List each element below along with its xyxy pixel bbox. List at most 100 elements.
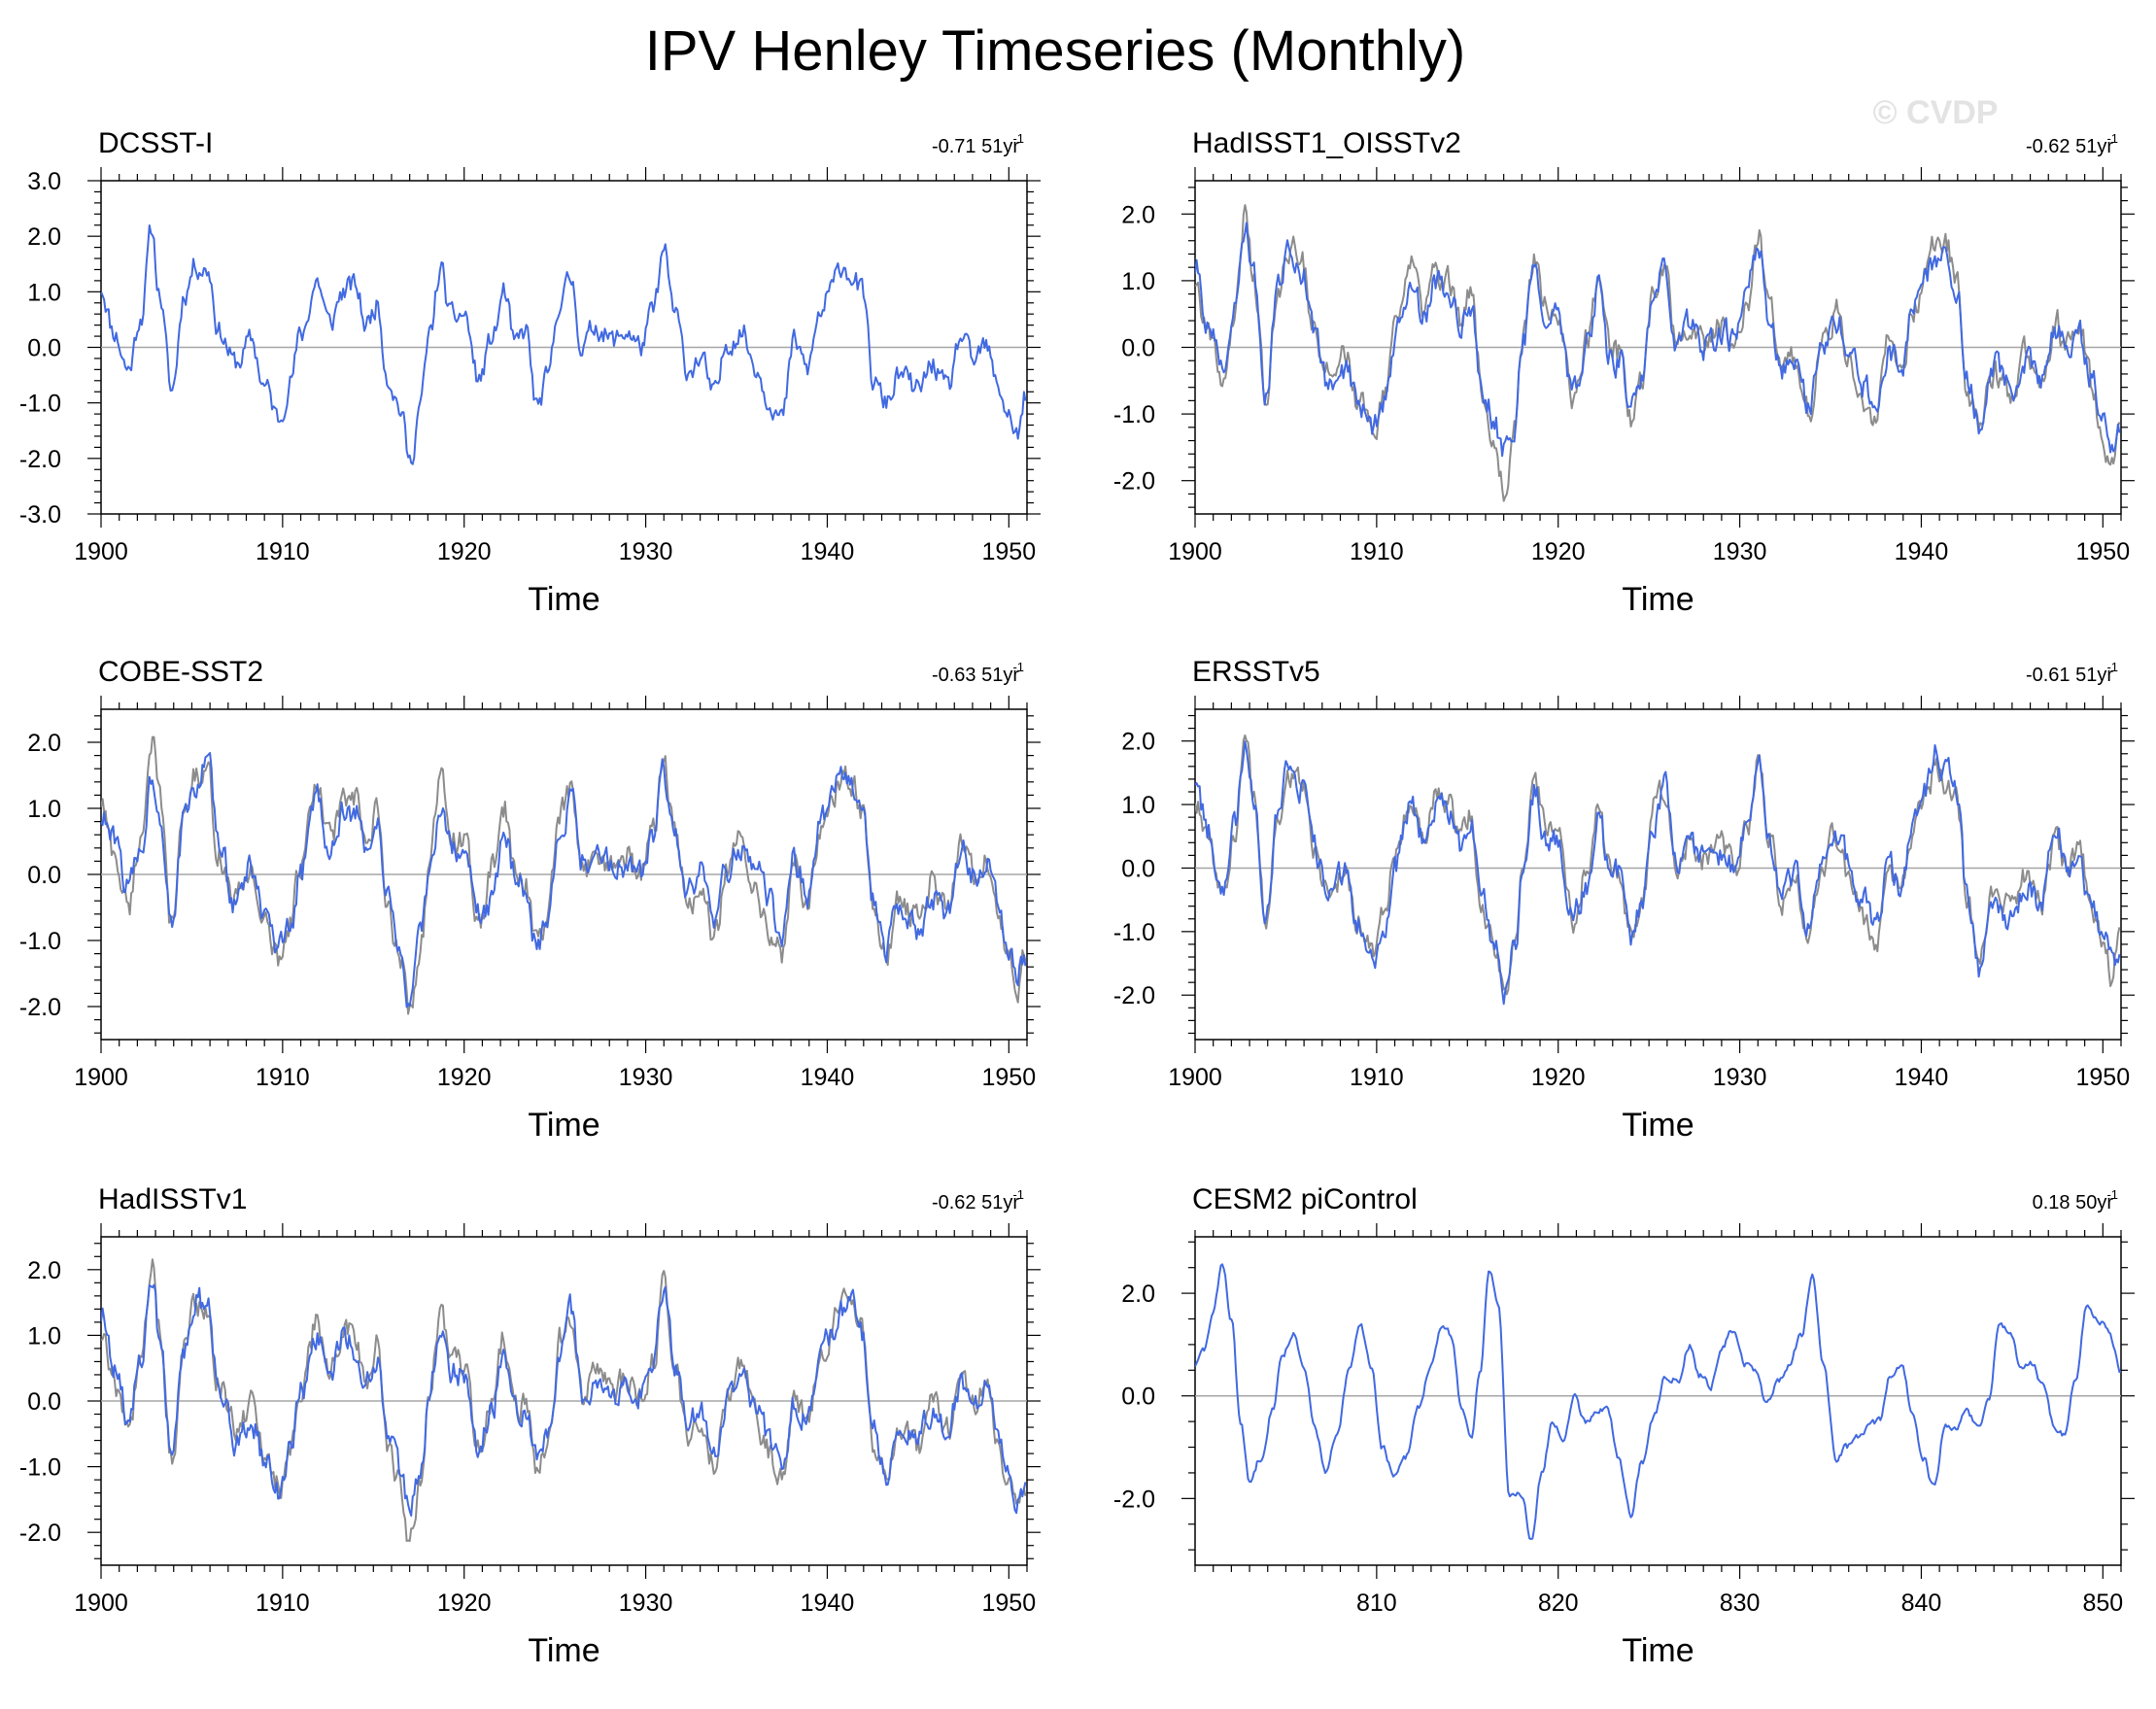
x-tick-label: 1950 [2076,1064,2131,1091]
series-line [101,1283,1027,1517]
x-tick-label: 1920 [437,538,492,565]
x-axis: 1900 1910 1920 1930 1940 1950 [1168,696,2130,1091]
trend-exponent: -1 [2106,1187,2118,1202]
panel-title: ERSSTv5 [1192,656,1320,688]
x-tick-label: 850 [2082,1589,2123,1617]
trend-exponent: -1 [1012,1187,1024,1202]
reference-series-line [101,1258,1027,1543]
y-tick-label: 0.0 [1121,335,1155,362]
panel-title: HadISST1_OISSTv2 [1192,127,1461,159]
series-line [1195,1263,2121,1541]
y-axis: -2.0 -1.0 0.0 1.0 2.0 [19,715,1041,1034]
y-tick-label: -2.0 [19,994,61,1021]
panel-title: COBE-SST2 [98,656,263,688]
y-tick-label: -2.0 [19,1520,61,1547]
y-tick-label: 1.0 [27,1322,61,1350]
reference-series-line [101,735,1027,1015]
panel-2: HadISST1_OISSTv2 -0.62 51yr-1 1900 1910 1920… [1113,127,2135,618]
trend-label: 0.18 50yr [2033,1192,2114,1213]
x-tick-label: 820 [1538,1589,1579,1617]
x-tick-label: 1930 [619,538,673,565]
x-tick-label: 1920 [437,1064,492,1091]
y-axis: -2.0 0.0 2.0 [1113,1241,2135,1551]
x-tick-label: 1910 [256,1064,310,1091]
series-line [1195,740,2121,1006]
x-axis-label: Time [528,1632,599,1669]
x-tick-label: 1900 [74,1064,128,1091]
trend-exponent: -1 [2106,131,2118,146]
x-tick-label: 1900 [74,538,128,565]
x-tick-label: 840 [1901,1589,1942,1617]
x-axis: 810 820 830 840 850 [1194,1223,2123,1617]
y-tick-label: -1.0 [1113,401,1155,428]
panel-5: HadISSTv1 -0.62 51yr-1 1900 1910 1920 1930 194… [19,1183,1041,1669]
trend-label: -0.71 51yr [932,136,1019,157]
y-tick-label: 1.0 [27,279,61,306]
x-axis-label: Time [1622,581,1694,618]
x-tick-label: 1950 [982,1064,1037,1091]
x-tick-label: 1920 [1531,538,1586,565]
series-line [101,224,1027,465]
x-tick-label: 1920 [437,1589,492,1617]
y-tick-label: 1.0 [27,796,61,823]
trend-label: -0.62 51yr [932,1192,1019,1213]
x-tick-label: 1930 [1713,1064,1767,1091]
x-axis: 1900 1910 1920 1930 1940 1950 [1168,167,2130,565]
watermark: © CVDP [1873,94,1999,131]
x-tick-label: 1940 [801,1064,855,1091]
trend-label: -0.62 51yr [2026,136,2113,157]
x-tick-label: 1940 [801,538,855,565]
y-tick-label: 0.0 [1121,1384,1155,1411]
reference-series-line [1195,204,2121,502]
x-tick-label: 1910 [1350,1064,1404,1091]
y-tick-label: -2.0 [1113,982,1155,1009]
y-tick-label: 2.0 [27,223,61,251]
y-tick-label: -3.0 [19,501,61,529]
y-tick-label: -2.0 [1113,1486,1155,1513]
x-tick-label: 1930 [1713,538,1767,565]
trend-exponent: -1 [1012,131,1024,146]
x-tick-label: 1940 [801,1589,855,1617]
x-axis-label: Time [1622,1107,1694,1144]
x-tick-label: 1900 [1168,538,1222,565]
reference-series-line [1195,734,2121,996]
y-tick-label: 1.0 [1121,792,1155,819]
y-tick-label: -2.0 [1113,468,1155,496]
panel-title: HadISSTv1 [98,1183,247,1215]
trend-exponent: -1 [1012,660,1024,674]
y-tick-label: 0.0 [27,335,61,362]
y-axis: -2.0 -1.0 0.0 1.0 2.0 [19,1243,1041,1559]
y-tick-label: -2.0 [19,446,61,473]
panel-title: DCSST-I [98,127,213,159]
x-axis-label: Time [528,581,599,618]
y-tick-label: 0.0 [27,1388,61,1416]
x-tick-label: 830 [1720,1589,1761,1617]
series-line [101,752,1027,1008]
trend-label: -0.61 51yr [2026,665,2113,686]
x-axis: 1900 1910 1920 1930 1940 1950 [74,696,1036,1091]
x-tick-label: 1930 [619,1589,673,1617]
x-tick-label: 1920 [1531,1064,1586,1091]
x-tick-label: 1910 [1350,538,1404,565]
y-tick-label: 0.0 [27,862,61,889]
y-tick-label: -1.0 [1113,919,1155,946]
x-tick-label: 1940 [1895,1064,1949,1091]
y-tick-label: 2.0 [1121,729,1155,756]
x-tick-label: 1910 [256,1589,310,1617]
y-tick-label: -1.0 [19,928,61,955]
figure-title: IPV Henley Timeseries (Monthly) [645,19,1465,83]
y-axis: -3.0 -2.0 -1.0 0.0 1.0 2.0 3.0 [19,168,1041,529]
panel-3: COBE-SST2 -0.63 51yr-1 1900 1910 1920 1930 194… [19,656,1041,1144]
y-tick-label: 3.0 [27,168,61,195]
x-axis-label: Time [528,1107,599,1144]
panel-6: CESM2 piControl 0.18 50yr-1 810 820 830 840 85… [1113,1183,2135,1669]
y-tick-label: 2.0 [1121,201,1155,228]
y-axis: -2.0 -1.0 0.0 1.0 2.0 [1113,714,2135,1035]
y-tick-label: 0.0 [1121,855,1155,882]
x-tick-label: 1950 [982,538,1037,565]
y-tick-label: -1.0 [19,1454,61,1482]
x-axis: 1900 1910 1920 1930 1940 1950 [74,167,1036,565]
